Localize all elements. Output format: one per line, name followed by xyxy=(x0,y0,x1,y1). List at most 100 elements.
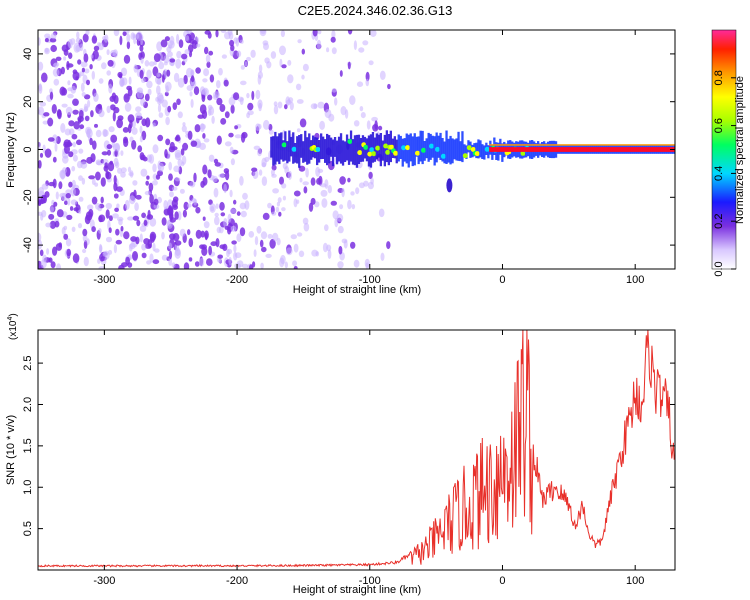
noise-cell xyxy=(271,164,277,171)
noise-cell xyxy=(353,120,360,127)
noise-cell xyxy=(214,212,219,217)
noise-cell xyxy=(216,226,222,234)
spectrogram-ytick-label: -20 xyxy=(22,189,34,205)
band-cell xyxy=(320,133,323,160)
noise-cell xyxy=(84,106,89,112)
noise-cell xyxy=(174,136,181,142)
noise-cell xyxy=(76,139,82,146)
noise-cell xyxy=(152,122,156,128)
band-cell xyxy=(447,138,450,163)
noise-cell xyxy=(126,33,131,43)
noise-cell xyxy=(218,258,222,264)
noise-cell xyxy=(287,59,292,66)
noise-cell xyxy=(244,200,250,210)
noise-cell xyxy=(215,30,219,38)
noise-cell xyxy=(52,156,57,163)
noise-cell xyxy=(223,183,227,194)
noise-cell xyxy=(106,105,111,114)
noise-cell xyxy=(118,264,125,269)
noise-cell xyxy=(297,39,302,44)
noise-cell xyxy=(67,198,71,206)
noise-cell xyxy=(272,232,279,242)
noise-cell xyxy=(166,69,171,77)
noise-cell xyxy=(201,88,208,96)
noise-cell xyxy=(71,165,76,172)
band-cell xyxy=(397,134,400,162)
noise-cell xyxy=(98,243,103,254)
band-peak xyxy=(429,143,434,149)
noise-cell xyxy=(82,234,88,242)
noise-cell xyxy=(165,138,171,146)
noise-cell xyxy=(236,50,242,58)
noise-cell xyxy=(209,74,215,83)
noise-cell xyxy=(54,220,60,228)
noise-cell xyxy=(281,183,287,189)
noise-cell xyxy=(84,115,90,122)
noise-cell xyxy=(240,210,247,218)
noise-cell xyxy=(105,202,113,210)
band-cell xyxy=(359,138,363,162)
noise-cell xyxy=(177,77,185,88)
noise-cell xyxy=(296,199,300,204)
noise-cell xyxy=(113,30,120,37)
noise-cell xyxy=(113,106,120,114)
noise-cell xyxy=(112,111,116,122)
noise-cell xyxy=(91,226,96,233)
band-peak xyxy=(375,145,381,151)
noise-cell xyxy=(105,171,112,180)
noise-cell xyxy=(334,217,339,228)
noise-cell xyxy=(282,162,288,170)
noise-cell xyxy=(262,40,269,46)
noise-cell xyxy=(186,203,192,208)
band-peak xyxy=(383,143,389,149)
noise-cell xyxy=(68,128,75,136)
noise-cell xyxy=(171,199,178,208)
noise-cell xyxy=(255,123,261,131)
noise-cell xyxy=(97,103,102,109)
noise-cell xyxy=(106,144,113,150)
band-cell xyxy=(459,141,462,162)
noise-cell xyxy=(63,49,69,56)
snr-frame xyxy=(37,329,676,571)
noise-cell xyxy=(200,230,205,238)
snr-xtick-label: -100 xyxy=(359,575,381,587)
noise-cell xyxy=(120,225,124,232)
noise-cell xyxy=(141,243,147,251)
spectrogram-xlabel: Height of straight line (km) xyxy=(293,284,421,296)
noise-cell xyxy=(261,246,267,253)
noise-cell xyxy=(236,233,242,243)
noise-cell xyxy=(229,146,234,154)
band-peak xyxy=(291,146,297,152)
noise-cell xyxy=(326,244,332,252)
noise-cell xyxy=(97,258,101,265)
snr-ytick-label: 1.0 xyxy=(22,480,34,495)
noise-cell xyxy=(264,57,270,64)
noise-cell xyxy=(89,137,93,146)
noise-cell xyxy=(195,229,202,239)
noise-cell xyxy=(368,60,374,66)
band-cell xyxy=(345,134,349,161)
noise-cell xyxy=(132,251,138,261)
band-cell xyxy=(439,132,442,160)
noise-cell xyxy=(301,48,305,55)
snr-xtick-label: 100 xyxy=(626,575,644,587)
band-cell xyxy=(357,134,361,164)
noise-cell xyxy=(302,217,309,225)
noise-cell xyxy=(146,175,150,180)
noise-cell xyxy=(84,68,90,74)
noise-cell xyxy=(228,31,234,40)
noise-cell xyxy=(265,253,272,258)
noise-cell xyxy=(183,262,190,269)
noise-cell xyxy=(320,183,327,188)
noise-cell xyxy=(161,99,168,108)
snr-scale-prefix: (x10 xyxy=(8,320,19,340)
noise-cell xyxy=(302,63,309,72)
noise-cell xyxy=(163,55,170,64)
noise-cell xyxy=(123,54,131,64)
noise-cell xyxy=(127,114,135,123)
noise-cell xyxy=(292,260,298,267)
band-peak xyxy=(363,144,369,150)
noise-cell xyxy=(168,173,173,181)
noise-cell xyxy=(171,262,176,268)
